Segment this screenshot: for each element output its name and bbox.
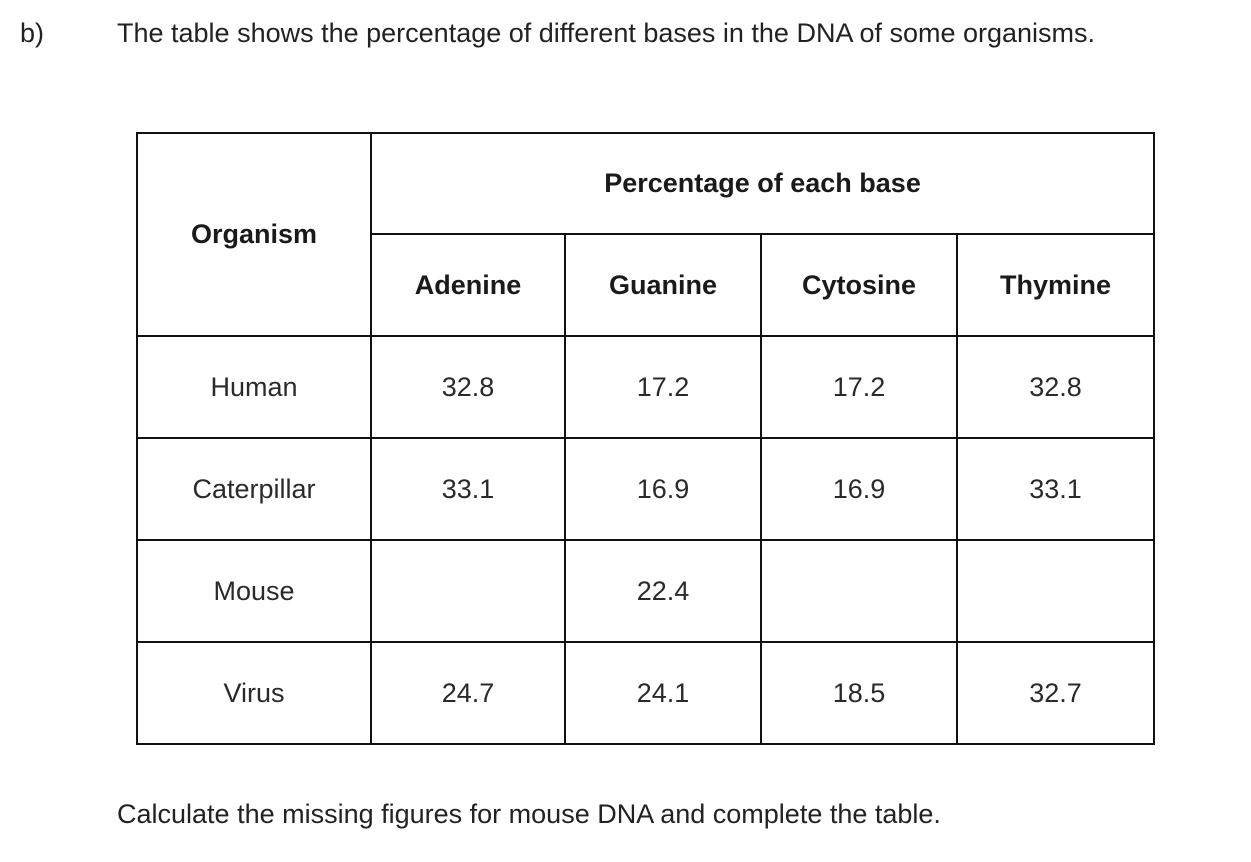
adenine-cell: 32.8 [370, 335, 566, 439]
thymine-column-header: Thymine [955, 233, 1156, 337]
organism-cell: Mouse [136, 539, 372, 643]
cytosine-answer-cell[interactable] [760, 539, 958, 643]
organism-column-header: Organism [136, 132, 372, 337]
organism-cell: Virus [136, 641, 372, 745]
question-part-label: b) [20, 18, 45, 48]
dna-bases-table: Organism Percentage of each base Adenine… [136, 132, 1156, 745]
table-row-mouse: Mouse 22.4 [136, 539, 1156, 643]
adenine-cell: 24.7 [370, 641, 566, 745]
thymine-cell: 32.8 [955, 335, 1156, 439]
percentage-group-header: Percentage of each base [369, 132, 1156, 235]
question-instruction-text: Calculate the missing figures for mouse … [117, 799, 941, 829]
cytosine-cell: 17.2 [760, 335, 958, 439]
guanine-cell: 22.4 [564, 539, 762, 643]
thymine-answer-cell[interactable] [955, 539, 1156, 643]
organism-cell: Human [136, 335, 372, 439]
question-intro-text: The table shows the percentage of differ… [117, 18, 1096, 48]
adenine-column-header: Adenine [370, 233, 566, 337]
adenine-cell: 33.1 [370, 437, 566, 541]
thymine-cell: 33.1 [955, 437, 1156, 541]
table-row-caterpillar: Caterpillar 33.1 16.9 16.9 33.1 [136, 437, 1156, 541]
cytosine-cell: 18.5 [760, 641, 958, 745]
cytosine-column-header: Cytosine [760, 233, 958, 337]
organism-cell: Caterpillar [136, 437, 372, 541]
cytosine-cell: 16.9 [760, 437, 958, 541]
thymine-cell: 32.7 [955, 641, 1156, 745]
adenine-answer-cell[interactable] [370, 539, 566, 643]
table-row-virus: Virus 24.7 24.1 18.5 32.7 [136, 641, 1156, 745]
guanine-column-header: Guanine [564, 233, 762, 337]
guanine-cell: 16.9 [564, 437, 762, 541]
table-row-human: Human 32.8 17.2 17.2 32.8 [136, 335, 1156, 439]
guanine-cell: 17.2 [564, 335, 762, 439]
guanine-cell: 24.1 [564, 641, 762, 745]
